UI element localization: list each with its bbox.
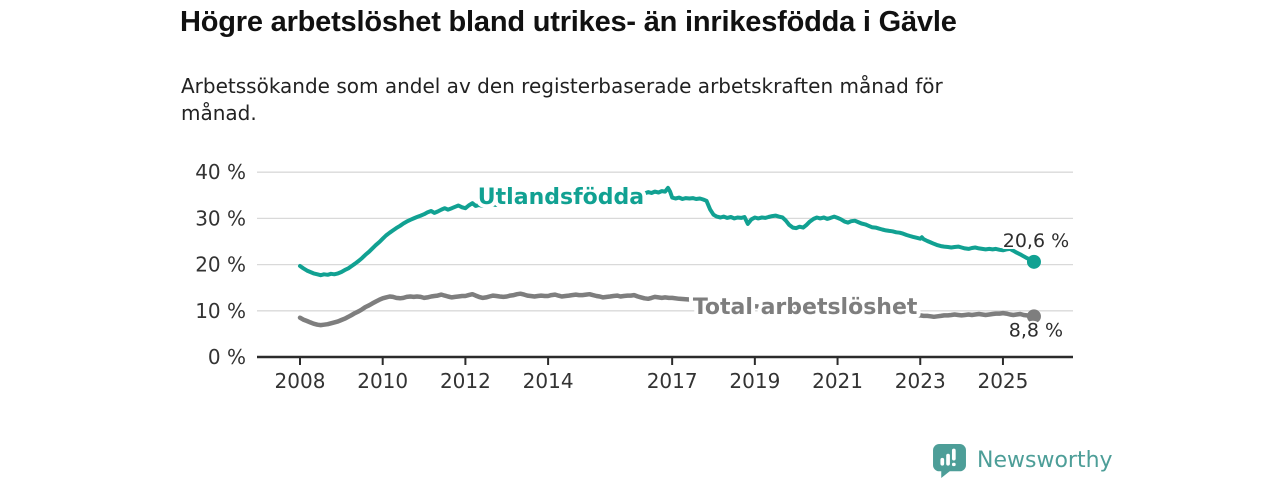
series-label-1: Total arbetslöshet [693, 295, 918, 320]
x-tick-label: 2021 [812, 369, 863, 393]
brand-name: Newsworthy [977, 448, 1113, 473]
x-tick-label: 2014 [523, 369, 574, 393]
x-tick-label: 2010 [357, 369, 408, 393]
page-title: Högre arbetslöshet bland utrikes- än inr… [180, 6, 957, 38]
series-end-value-1: 8,8 % [1009, 319, 1063, 341]
series-line-0 [298, 185, 1036, 278]
newsworthy-speech-bubble-bar-chart-icon [933, 444, 966, 478]
y-tick-label: 30 % [195, 206, 246, 230]
y-tick-label: 40 % [195, 160, 246, 184]
y-tick-label: 0 % [208, 345, 246, 369]
y-tick-label: 20 % [195, 253, 246, 277]
page-subtitle: Arbetssökande som andel av den registerb… [181, 74, 943, 125]
x-tick-label: 2023 [895, 369, 946, 393]
x-tick-label: 2019 [729, 369, 780, 393]
series-line-1 [297, 291, 1037, 328]
series-end-value-0: 20,6 % [1003, 230, 1069, 252]
y-tick-label: 10 % [195, 299, 246, 323]
series-end-dot-0 [1026, 254, 1041, 269]
x-tick-label: 2025 [977, 369, 1028, 393]
x-tick-label: 2008 [275, 369, 326, 393]
series-end-dot-1 [1026, 309, 1041, 324]
x-tick-label: 2017 [647, 369, 698, 393]
newsworthy-brand: Newsworthy [932, 443, 1113, 478]
y-axis-labels: 0 % 10 % 20 % 30 % 40 % [195, 160, 246, 369]
x-axis: 2008 2010 2012 2014 2017 2019 2021 2023 2025 [257, 355, 1073, 393]
y-gridlines [257, 171, 1073, 312]
x-tick-label: 2012 [440, 369, 491, 393]
series-label-0: Utlandsfödda [478, 185, 644, 210]
